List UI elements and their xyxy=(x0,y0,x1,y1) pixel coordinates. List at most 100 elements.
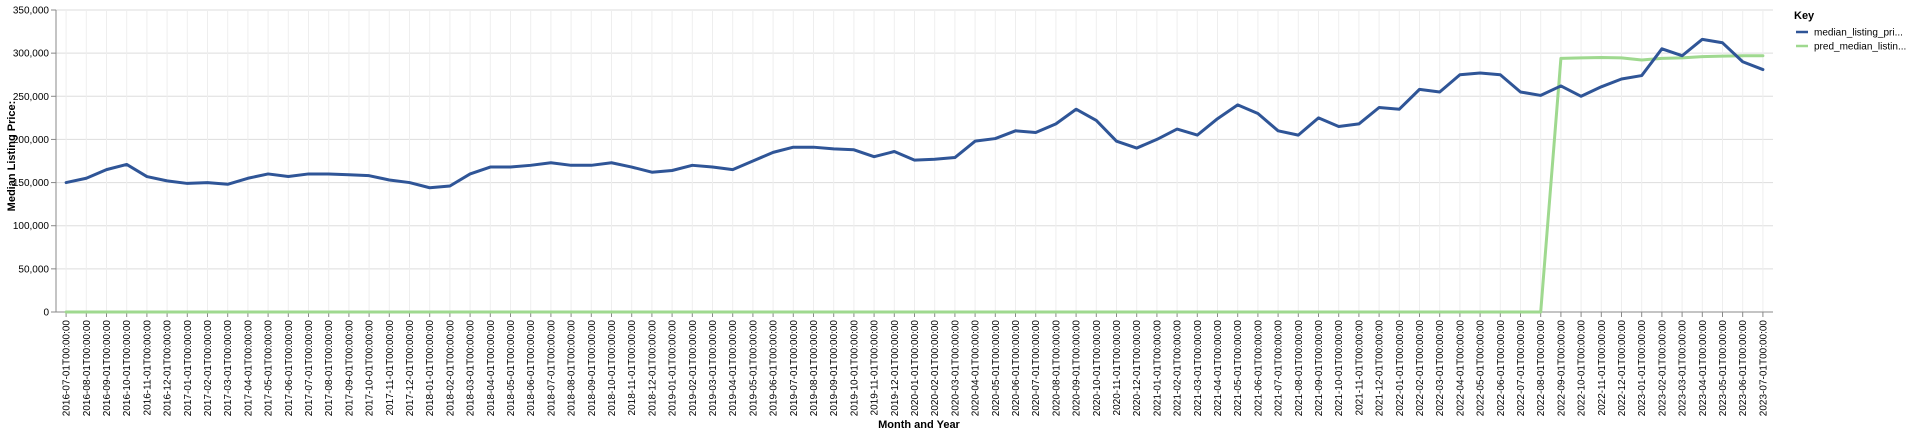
x-tick-label: 2016-12-01T00:00:00 xyxy=(163,320,174,417)
x-axis: 2016-07-01T00:00:00 2016-08-01T00:00:00 20… xyxy=(56,311,1773,417)
x-tick-label: 2018-09-01T00:00:00 xyxy=(587,320,598,417)
x-tick-label: 2018-05-01T00:00:00 xyxy=(506,320,517,417)
x-tick-label: 2021-03-01T00:00:00 xyxy=(1193,320,1204,417)
x-tick-label: 2021-09-01T00:00:00 xyxy=(1314,320,1325,417)
x-tick-label: 2022-12-01T00:00:00 xyxy=(1617,320,1628,417)
x-tick-label: 2016-10-01T00:00:00 xyxy=(122,320,133,417)
y-tick-label: 0 xyxy=(43,308,49,319)
x-tick-label: 2016-09-01T00:00:00 xyxy=(102,320,113,417)
x-tick-label: 2017-10-01T00:00:00 xyxy=(365,320,376,417)
y-tick-label: 300,000 xyxy=(13,49,50,60)
x-tick-label: 2019-11-01T00:00:00 xyxy=(870,320,881,416)
x-tick-label: 2020-02-01T00:00:00 xyxy=(930,320,941,417)
y-tick-label: 200,000 xyxy=(13,135,50,146)
x-tick-label: 2017-03-01T00:00:00 xyxy=(223,320,234,417)
y-axis: 0 50,000 100,000 150,000 200,000 250,000 300,0… xyxy=(13,6,57,319)
x-tick-label: 2021-01-01T00:00:00 xyxy=(1152,320,1163,417)
x-tick-label: 2020-07-01T00:00:00 xyxy=(1031,320,1042,417)
x-tick-label: 2018-12-01T00:00:00 xyxy=(647,320,658,417)
x-tick-label: 2021-02-01T00:00:00 xyxy=(1173,320,1184,417)
x-tick-label: 2021-12-01T00:00:00 xyxy=(1375,320,1386,417)
x-tick-label: 2020-11-01T00:00:00 xyxy=(1112,320,1123,416)
x-tick-label: 2020-09-01T00:00:00 xyxy=(1072,320,1083,417)
x-tick-label: 2020-08-01T00:00:00 xyxy=(1051,320,1062,417)
x-tick-label: 2019-01-01T00:00:00 xyxy=(668,320,679,417)
x-axis-title: Month and Year xyxy=(878,419,960,431)
x-tick-label: 2017-05-01T00:00:00 xyxy=(264,320,275,417)
x-tick-label: 2022-04-01T00:00:00 xyxy=(1455,320,1466,417)
x-tick-label: 2017-04-01T00:00:00 xyxy=(243,320,254,417)
x-tick-label: 2016-07-01T00:00:00 xyxy=(62,320,73,417)
x-tick-label: 2019-10-01T00:00:00 xyxy=(849,320,860,417)
y-tick-label: 150,000 xyxy=(13,178,50,189)
x-tick-label: 2019-09-01T00:00:00 xyxy=(829,320,840,417)
x-tick-label: 2023-01-01T00:00:00 xyxy=(1637,320,1648,417)
x-tick-label: 2020-06-01T00:00:00 xyxy=(1011,320,1022,417)
x-tick-label: 2022-03-01T00:00:00 xyxy=(1435,320,1446,417)
legend-label: median_listing_pri... xyxy=(1814,28,1903,39)
x-tick-label: 2018-06-01T00:00:00 xyxy=(526,320,537,417)
x-tick-label: 2023-07-01T00:00:00 xyxy=(1758,320,1769,417)
x-tick-label: 2019-03-01T00:00:00 xyxy=(708,320,719,417)
y-tick-label: 100,000 xyxy=(13,221,50,232)
x-tick-label: 2020-01-01T00:00:00 xyxy=(910,320,921,417)
y-axis-title: Median Listing Price: xyxy=(6,101,18,212)
x-tick-label: 2022-10-01T00:00:00 xyxy=(1577,320,1588,417)
x-tick-label: 2023-06-01T00:00:00 xyxy=(1738,320,1749,417)
x-tick-label: 2018-11-01T00:00:00 xyxy=(627,320,638,416)
x-tick-label: 2021-07-01T00:00:00 xyxy=(1274,320,1285,417)
x-tick-label: 2021-05-01T00:00:00 xyxy=(1233,320,1244,417)
y-tick-label: 250,000 xyxy=(13,92,50,103)
x-tick-label: 2018-04-01T00:00:00 xyxy=(486,320,497,417)
x-tick-label: 2021-10-01T00:00:00 xyxy=(1334,320,1345,417)
x-tick-label: 2023-03-01T00:00:00 xyxy=(1678,320,1689,417)
x-tick-label: 2019-07-01T00:00:00 xyxy=(789,320,800,417)
x-tick-label: 2019-05-01T00:00:00 xyxy=(748,320,759,417)
gridlines xyxy=(56,9,1773,313)
x-tick-label: 2017-07-01T00:00:00 xyxy=(304,320,315,417)
x-tick-label: 2021-11-01T00:00:00 xyxy=(1354,320,1365,416)
x-tick-label: 2023-05-01T00:00:00 xyxy=(1718,320,1729,417)
x-tick-label: 2018-08-01T00:00:00 xyxy=(567,320,578,417)
x-tick-label: 2019-12-01T00:00:00 xyxy=(890,320,901,417)
legend: Key median_listing_pri... pred_median_lis… xyxy=(1794,10,1906,53)
x-tick-label: 2017-09-01T00:00:00 xyxy=(344,320,355,417)
x-tick-label: 2021-06-01T00:00:00 xyxy=(1253,320,1264,417)
y-tick-label: 350,000 xyxy=(13,6,50,17)
y-tick-label: 50,000 xyxy=(18,264,49,275)
x-tick-label: 2017-06-01T00:00:00 xyxy=(284,320,295,417)
x-tick-label: 2023-02-01T00:00:00 xyxy=(1657,320,1668,417)
x-tick-label: 2022-01-01T00:00:00 xyxy=(1395,320,1406,417)
x-tick-label: 2018-10-01T00:00:00 xyxy=(607,320,618,417)
x-tick-label: 2018-03-01T00:00:00 xyxy=(466,320,477,417)
x-tick-label: 2022-06-01T00:00:00 xyxy=(1496,320,1507,417)
legend-label: pred_median_listin... xyxy=(1814,42,1906,53)
x-tick-label: 2020-03-01T00:00:00 xyxy=(950,320,961,417)
x-tick-label: 2023-04-01T00:00:00 xyxy=(1698,320,1709,417)
x-tick-label: 2021-04-01T00:00:00 xyxy=(1213,320,1224,417)
x-tick-label: 2017-02-01T00:00:00 xyxy=(203,320,214,417)
x-tick-label: 2021-08-01T00:00:00 xyxy=(1294,320,1305,417)
x-tick-label: 2019-08-01T00:00:00 xyxy=(809,320,820,417)
x-tick-label: 2019-04-01T00:00:00 xyxy=(728,320,739,417)
x-tick-label: 2022-09-01T00:00:00 xyxy=(1556,320,1567,417)
x-tick-label: 2018-02-01T00:00:00 xyxy=(445,320,456,417)
x-tick-label: 2018-07-01T00:00:00 xyxy=(546,320,557,417)
x-tick-label: 2019-06-01T00:00:00 xyxy=(769,320,780,417)
x-tick-label: 2017-11-01T00:00:00 xyxy=(385,320,396,416)
x-tick-label: 2020-10-01T00:00:00 xyxy=(1092,320,1103,417)
x-tick-label: 2017-01-01T00:00:00 xyxy=(183,320,194,417)
series-line-pred-median-listing-price xyxy=(64,54,1765,314)
x-tick-label: 2022-02-01T00:00:00 xyxy=(1415,320,1426,417)
x-tick-label: 2018-01-01T00:00:00 xyxy=(425,320,436,417)
x-tick-label: 2020-05-01T00:00:00 xyxy=(991,320,1002,417)
x-tick-label: 2020-04-01T00:00:00 xyxy=(971,320,982,417)
x-tick-label: 2022-08-01T00:00:00 xyxy=(1536,320,1547,417)
x-tick-label: 2022-11-01T00:00:00 xyxy=(1597,320,1608,416)
x-tick-label: 2016-08-01T00:00:00 xyxy=(82,320,93,417)
x-tick-label: 2017-08-01T00:00:00 xyxy=(324,320,335,417)
series-layer xyxy=(64,37,1765,314)
x-tick-label: 2017-12-01T00:00:00 xyxy=(405,320,416,417)
series-line-median-listing-price xyxy=(64,37,1765,190)
